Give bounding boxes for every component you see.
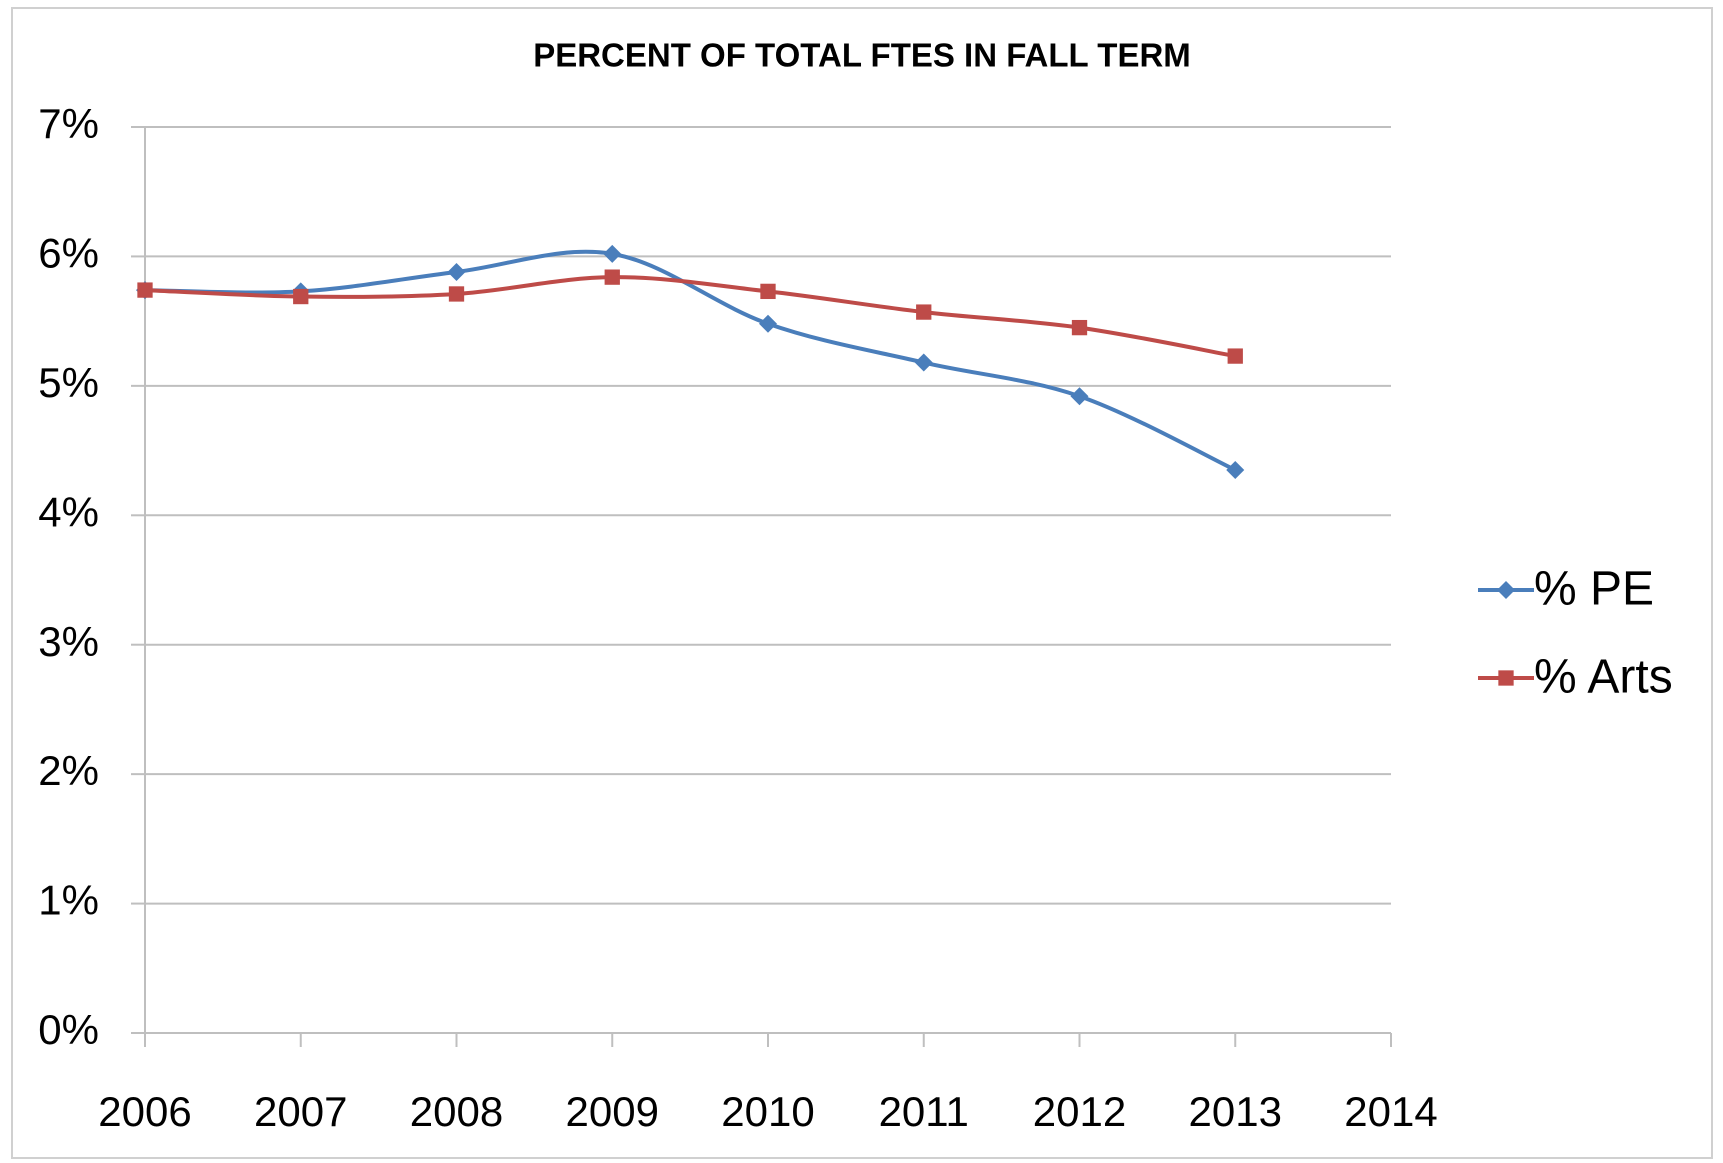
y-tick-label: 1%	[38, 877, 99, 924]
y-tick-label: 7%	[38, 100, 99, 147]
legend-label: % PE	[1534, 563, 1654, 616]
legend-label: % Arts	[1534, 651, 1673, 704]
data-point	[293, 288, 309, 305]
x-tick-label: 2012	[1033, 1088, 1126, 1135]
data-point	[1227, 348, 1243, 364]
data-point	[1226, 460, 1245, 479]
x-tick-label: 2010	[721, 1088, 814, 1135]
data-point	[759, 314, 777, 333]
x-tick-label: 2009	[566, 1088, 659, 1135]
x-tick-label: 2007	[254, 1088, 347, 1135]
data-point	[1070, 387, 1089, 406]
x-tick-label: 2013	[1189, 1088, 1282, 1135]
series-line	[144, 275, 1236, 359]
x-tick-label: 2011	[879, 1088, 969, 1135]
data-point	[760, 283, 776, 300]
data-point	[604, 269, 620, 285]
legend-marker	[1498, 670, 1514, 686]
y-tick-label: 2%	[38, 747, 99, 794]
data-point	[914, 353, 933, 372]
x-tick-label: 2006	[98, 1088, 191, 1135]
data-point	[447, 262, 466, 281]
y-tick-label: 4%	[38, 488, 99, 535]
y-tick-label: 0%	[38, 1006, 99, 1053]
series-line	[144, 249, 1237, 472]
data-point	[916, 304, 932, 320]
y-tick-label: 6%	[38, 230, 99, 277]
data-point	[603, 244, 622, 263]
data-point	[137, 282, 153, 298]
data-point	[1071, 319, 1088, 336]
data-point	[448, 286, 465, 302]
chart-title: PERCENT OF TOTAL FTES IN FALL TERM	[533, 37, 1191, 74]
y-tick-label: 3%	[38, 618, 99, 665]
chart-frame	[11, 7, 1713, 1159]
x-tick-label: 2014	[1344, 1088, 1437, 1135]
legend-marker	[1497, 581, 1515, 599]
x-tick-label: 2008	[410, 1088, 503, 1135]
y-tick-label: 5%	[38, 359, 99, 406]
